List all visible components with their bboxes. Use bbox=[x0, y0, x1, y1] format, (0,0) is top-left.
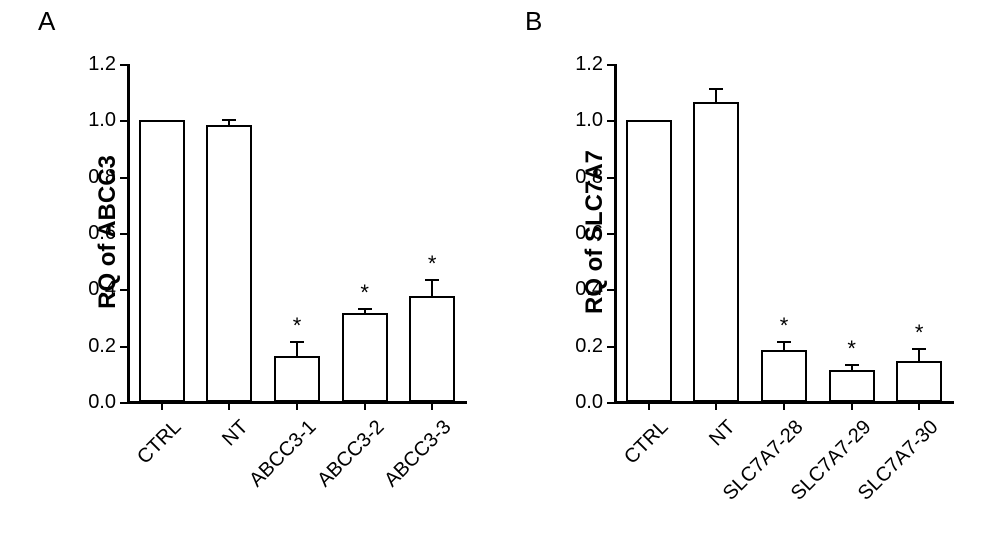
x-tick-label: CTRL bbox=[64, 416, 186, 538]
error-cap bbox=[222, 119, 236, 121]
x-tick bbox=[783, 402, 785, 410]
y-axis-title: RQ of ABCC3 bbox=[94, 132, 122, 332]
y-tick bbox=[607, 64, 615, 66]
x-tick bbox=[918, 402, 920, 410]
x-tick-label: NT bbox=[618, 416, 740, 538]
x-tick bbox=[715, 402, 717, 410]
bar bbox=[761, 350, 807, 402]
x-tick bbox=[648, 402, 650, 410]
significance-mark: * bbox=[287, 313, 307, 339]
error-cap bbox=[425, 279, 439, 281]
y-tick-label: 0.0 bbox=[563, 391, 603, 414]
error-cap bbox=[845, 364, 859, 366]
y-tick bbox=[607, 346, 615, 348]
error-bar bbox=[296, 341, 298, 355]
significance-mark: * bbox=[355, 280, 375, 306]
y-tick bbox=[120, 402, 128, 404]
y-tick bbox=[120, 120, 128, 122]
bar bbox=[693, 102, 739, 402]
y-tick-label: 1.2 bbox=[76, 53, 116, 76]
error-cap bbox=[777, 341, 791, 343]
y-tick-label: 1.0 bbox=[76, 109, 116, 132]
x-tick bbox=[296, 402, 298, 410]
y-tick bbox=[607, 402, 615, 404]
x-tick-label: SLC7A7-30 bbox=[821, 416, 943, 538]
bar bbox=[896, 361, 942, 402]
error-cap bbox=[290, 341, 304, 343]
significance-mark: * bbox=[422, 251, 442, 277]
error-cap bbox=[912, 348, 926, 350]
bar bbox=[409, 296, 455, 402]
x-tick-label: ABCC3-3 bbox=[334, 416, 456, 538]
y-tick-label: 1.2 bbox=[563, 53, 603, 76]
y-tick bbox=[607, 120, 615, 122]
y-tick-label: 0.2 bbox=[563, 335, 603, 358]
error-cap bbox=[358, 308, 372, 310]
bar bbox=[829, 370, 875, 402]
error-bar bbox=[715, 88, 717, 102]
x-tick bbox=[851, 402, 853, 410]
panel-label: B bbox=[525, 6, 542, 37]
x-tick bbox=[364, 402, 366, 410]
significance-mark: * bbox=[842, 336, 862, 362]
bar bbox=[139, 120, 185, 402]
y-tick-label: 0.2 bbox=[76, 335, 116, 358]
error-bar bbox=[431, 279, 433, 296]
y-axis-title: RQ of SLC7A7 bbox=[581, 132, 609, 332]
figure-root: A0.00.20.40.60.81.01.2RQ of ABCC3CTRLNT*… bbox=[0, 0, 1000, 535]
error-cap bbox=[709, 88, 723, 90]
x-tick bbox=[228, 402, 230, 410]
x-tick bbox=[161, 402, 163, 410]
y-tick bbox=[120, 346, 128, 348]
bar bbox=[274, 356, 320, 402]
y-tick bbox=[120, 64, 128, 66]
x-tick-label: CTRL bbox=[551, 416, 673, 538]
y-tick-label: 0.0 bbox=[76, 391, 116, 414]
bar bbox=[626, 120, 672, 402]
x-tick bbox=[431, 402, 433, 410]
significance-mark: * bbox=[774, 313, 794, 339]
y-tick-label: 1.0 bbox=[563, 109, 603, 132]
x-tick-label: NT bbox=[131, 416, 253, 538]
panel-label: A bbox=[38, 6, 55, 37]
bar bbox=[342, 313, 388, 402]
bar bbox=[206, 125, 252, 402]
significance-mark: * bbox=[909, 320, 929, 346]
